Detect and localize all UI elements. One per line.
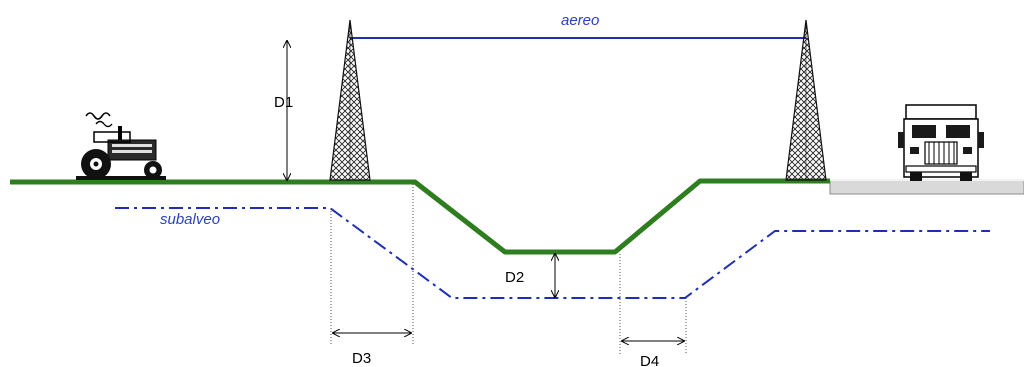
lattice-tower-icon — [785, 19, 827, 181]
lattice-tower-icon — [329, 19, 371, 181]
d2-label: D2 — [505, 269, 524, 286]
d3-label: D3 — [352, 350, 371, 367]
truck-icon — [898, 104, 984, 181]
d1-label: D1 — [274, 94, 293, 111]
ground-profile — [10, 178, 830, 255]
aerial-label: aereo — [561, 12, 599, 29]
road-slab — [829, 179, 1024, 195]
d4-label: D4 — [640, 353, 659, 367]
tractor-icon — [76, 112, 166, 180]
underground-label: subalveo — [160, 211, 220, 228]
